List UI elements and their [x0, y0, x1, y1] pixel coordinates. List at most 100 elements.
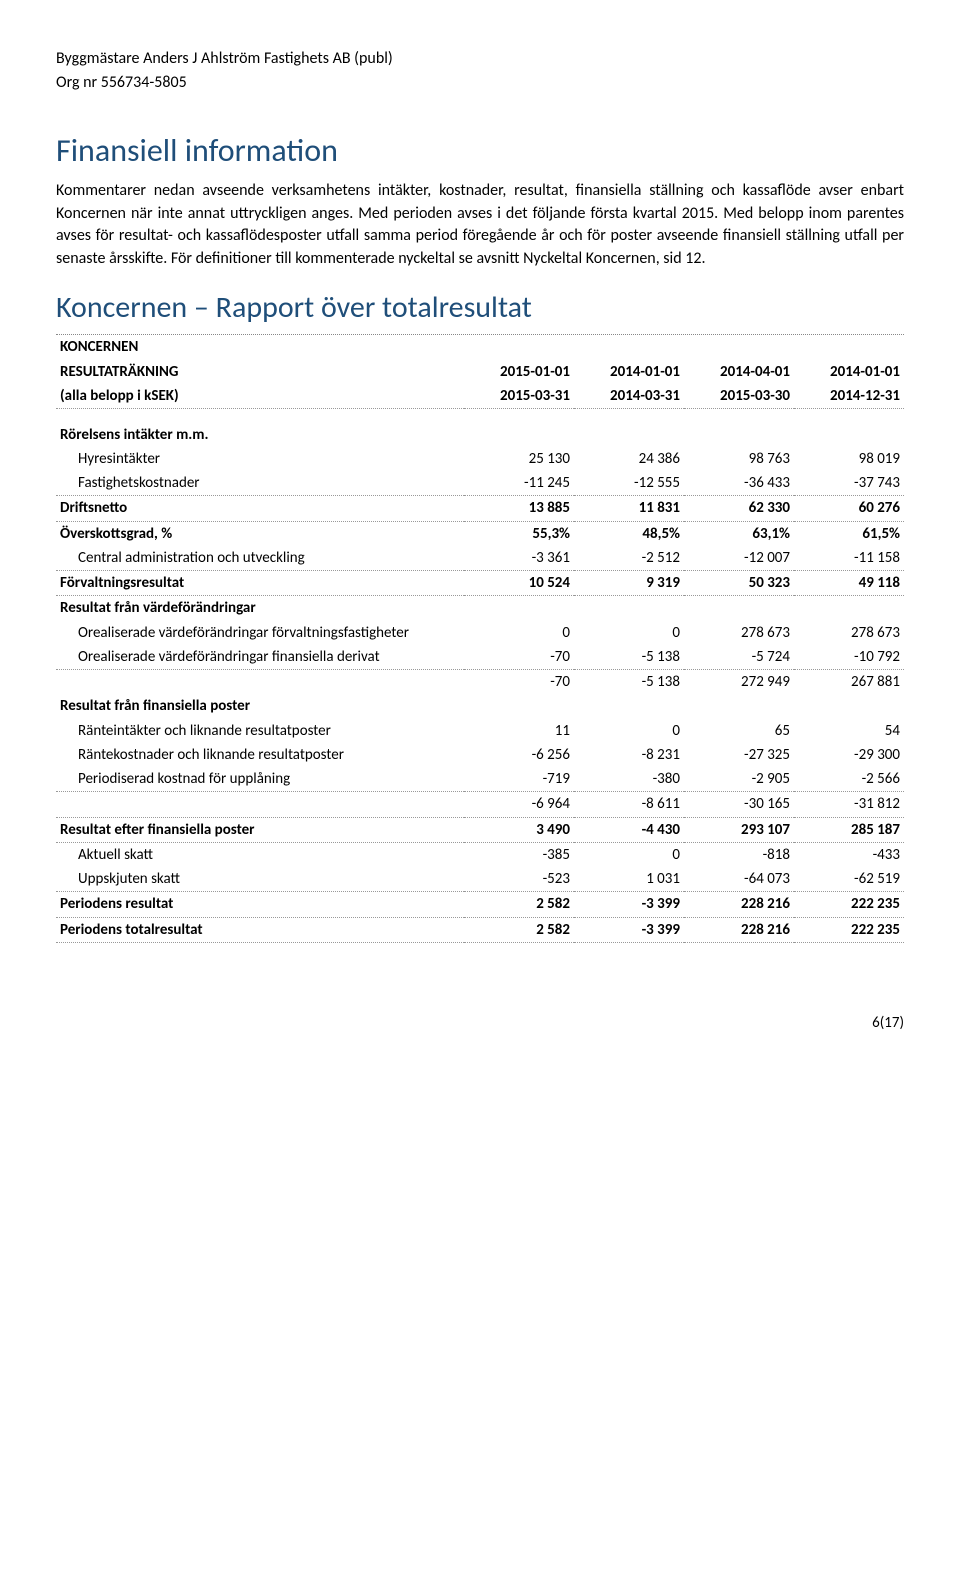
cell: -10 792 [794, 645, 904, 670]
row-uppskjuten-skatt: Uppskjuten skatt -523 1 031 -64 073 -62 … [56, 867, 904, 892]
col2-to: 2014-03-31 [574, 384, 684, 409]
cell: 2 582 [464, 917, 574, 942]
cell: -3 361 [464, 546, 574, 571]
cell: -3 399 [574, 892, 684, 917]
row-label: Orealiserade värdeförändringar förvaltni… [56, 621, 464, 645]
row-label: Orealiserade värdeförändringar finansiel… [56, 645, 464, 670]
row-label: Periodens resultat [56, 892, 464, 917]
row-label: Rörelsens intäkter m.m. [56, 423, 464, 447]
row-vardeforandringar-head: Resultat från värdeförändringar [56, 596, 904, 621]
row-label: Periodiserad kostnad för upplåning [56, 767, 464, 792]
cell: -31 812 [794, 792, 904, 817]
row-label: Fastighetskostnader [56, 471, 464, 496]
cell: -11 245 [464, 471, 574, 496]
row-resultat-efter: Resultat efter finansiella poster 3 490 … [56, 817, 904, 842]
cell: 2 582 [464, 892, 574, 917]
cell: 267 881 [794, 670, 904, 695]
cell: 272 949 [684, 670, 794, 695]
cell: 13 885 [464, 496, 574, 521]
cell: 62 330 [684, 496, 794, 521]
cell: 228 216 [684, 892, 794, 917]
row-label: Hyresintäkter [56, 447, 464, 471]
cell: -12 555 [574, 471, 684, 496]
cell: 48,5% [574, 521, 684, 546]
row-label: Resultat från värdeförändringar [56, 596, 464, 621]
cell: 11 831 [574, 496, 684, 521]
row-fastighetskostnader: Fastighetskostnader -11 245 -12 555 -36 … [56, 471, 904, 496]
cell: -27 325 [684, 743, 794, 767]
cell: 54 [794, 719, 904, 743]
col4-from: 2014-01-01 [794, 360, 904, 384]
header-resultatrakning: RESULTATRÄKNING [56, 360, 464, 384]
cell: -2 905 [684, 767, 794, 792]
row-hyresintakter: Hyresintäkter 25 130 24 386 98 763 98 01… [56, 447, 904, 471]
col1-to: 2015-03-31 [464, 384, 574, 409]
cell: -818 [684, 842, 794, 867]
cell: -5 138 [574, 645, 684, 670]
row-rantekostnader: Räntekostnader och liknande resultatpost… [56, 743, 904, 767]
cell: 49 118 [794, 571, 904, 596]
row-overskottsgrad: Överskottsgrad, % 55,3% 48,5% 63,1% 61,5… [56, 521, 904, 546]
row-label: Överskottsgrad, % [56, 521, 464, 546]
cell: 24 386 [574, 447, 684, 471]
cell: 55,3% [464, 521, 574, 546]
cell: 98 019 [794, 447, 904, 471]
cell: -2 566 [794, 767, 904, 792]
cell: 50 323 [684, 571, 794, 596]
row-label: Förvaltningsresultat [56, 571, 464, 596]
income-statement-table: KONCERNEN RESULTATRÄKNING 2015-01-01 201… [56, 335, 904, 943]
table-header-row-1: KONCERNEN [56, 335, 904, 359]
row-central-admin: Central administration och utveckling -3… [56, 546, 904, 571]
cell: 9 319 [574, 571, 684, 596]
row-aktuell-skatt: Aktuell skatt -385 0 -818 -433 [56, 842, 904, 867]
cell: -6 256 [464, 743, 574, 767]
row-label: Aktuell skatt [56, 842, 464, 867]
row-label: Resultat efter finansiella poster [56, 817, 464, 842]
cell: -11 158 [794, 546, 904, 571]
row-oreal-finansiella: Orealiserade värdeförändringar finansiel… [56, 645, 904, 670]
cell: 63,1% [684, 521, 794, 546]
cell: 293 107 [684, 817, 794, 842]
table-header-row-3: (alla belopp i kSEK) 2015-03-31 2014-03-… [56, 384, 904, 409]
row-finansiella-head: Resultat från finansiella poster [56, 694, 904, 718]
cell: 10 524 [464, 571, 574, 596]
col4-to: 2014-12-31 [794, 384, 904, 409]
row-ranteintakter: Ränteintäkter och liknande resultatposte… [56, 719, 904, 743]
col3-to: 2015-03-30 [684, 384, 794, 409]
cell: 65 [684, 719, 794, 743]
row-label: Periodens totalresultat [56, 917, 464, 942]
cell: -380 [574, 767, 684, 792]
cell: 61,5% [794, 521, 904, 546]
cell: -719 [464, 767, 574, 792]
row-periodens-totalresultat: Periodens totalresultat 2 582 -3 399 228… [56, 917, 904, 942]
cell: -2 512 [574, 546, 684, 571]
row-label: Resultat från finansiella poster [56, 694, 464, 718]
cell: -5 138 [574, 670, 684, 695]
row-label: Ränteintäkter och liknande resultatposte… [56, 719, 464, 743]
row-rorelsens-head: Rörelsens intäkter m.m. [56, 423, 904, 447]
row-forvaltningsresultat: Förvaltningsresultat 10 524 9 319 50 323… [56, 571, 904, 596]
cell: -30 165 [684, 792, 794, 817]
cell: 278 673 [794, 621, 904, 645]
cell: 285 187 [794, 817, 904, 842]
cell: 1 031 [574, 867, 684, 892]
cell: -70 [464, 645, 574, 670]
cell: 228 216 [684, 917, 794, 942]
row-periodiserad: Periodiserad kostnad för upplåning -719 … [56, 767, 904, 792]
cell: -12 007 [684, 546, 794, 571]
cell: -523 [464, 867, 574, 892]
row-periodens-resultat: Periodens resultat 2 582 -3 399 228 216 … [56, 892, 904, 917]
row-label: Räntekostnader och liknande resultatpost… [56, 743, 464, 767]
row-label: Driftsnetto [56, 496, 464, 521]
intro-paragraph: Kommentarer nedan avseende verksamhetens… [56, 180, 904, 270]
cell: -62 519 [794, 867, 904, 892]
cell: -3 399 [574, 917, 684, 942]
col1-from: 2015-01-01 [464, 360, 574, 384]
col2-from: 2014-01-01 [574, 360, 684, 384]
cell: -5 724 [684, 645, 794, 670]
cell: 98 763 [684, 447, 794, 471]
company-name: Byggmästare Anders J Ahlström Fastighets… [56, 48, 904, 70]
cell: 278 673 [684, 621, 794, 645]
cell: -64 073 [684, 867, 794, 892]
section-title-rapport: Koncernen – Rapport över totalresultat [56, 288, 904, 329]
